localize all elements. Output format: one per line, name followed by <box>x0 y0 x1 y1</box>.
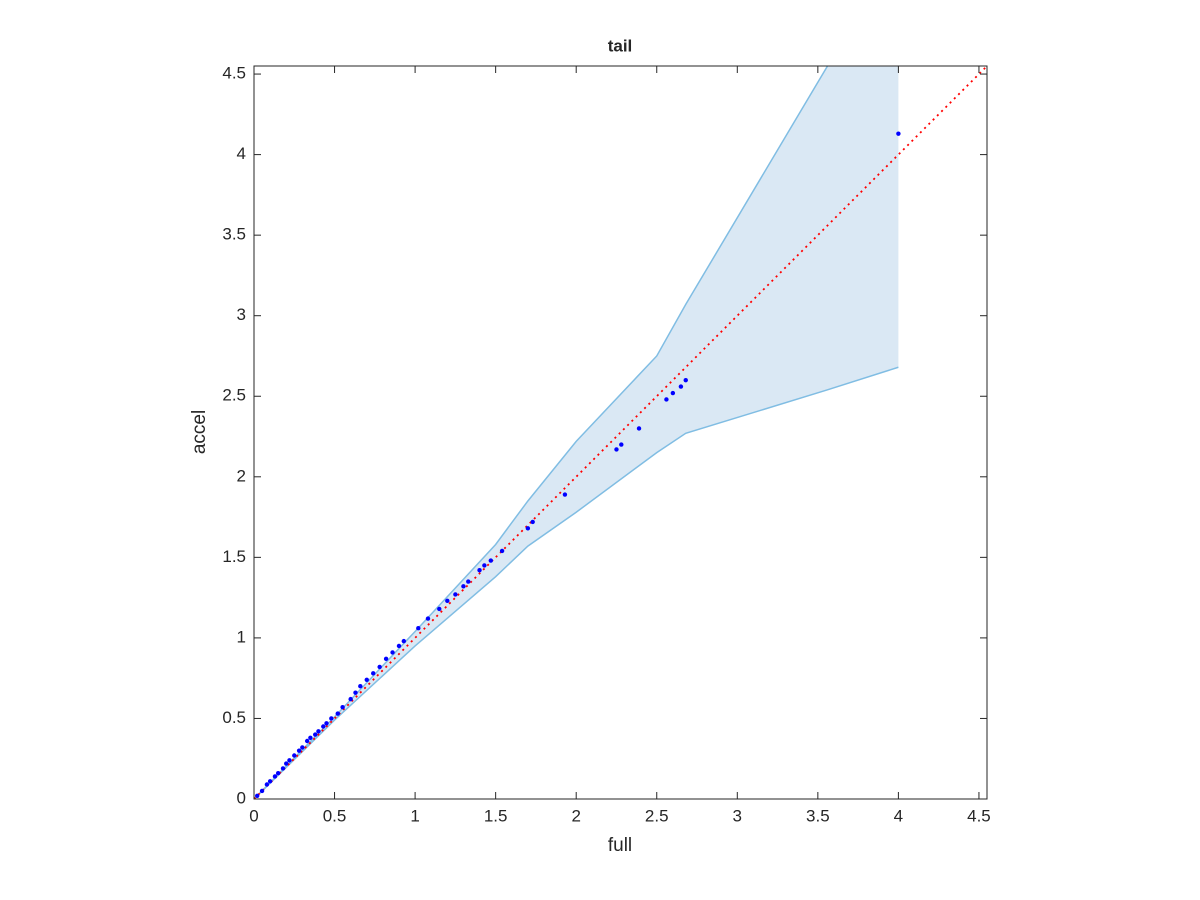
y-tick-label: 2.5 <box>222 386 246 405</box>
data-point <box>335 711 340 716</box>
data-point <box>445 598 450 604</box>
data-point <box>259 788 265 794</box>
plot-area <box>254 66 987 799</box>
data-point <box>425 616 431 621</box>
axes-box <box>253 65 988 800</box>
data-point <box>287 758 292 763</box>
data-point <box>300 745 305 750</box>
data-point <box>255 793 260 798</box>
data-point <box>284 761 289 766</box>
data-point <box>896 131 901 136</box>
data-point <box>416 626 421 631</box>
data-point <box>292 753 297 758</box>
data-point <box>358 684 363 689</box>
data-point <box>619 442 624 447</box>
data-point <box>304 738 310 744</box>
y-tick-label: 4.5 <box>222 64 246 83</box>
data-point <box>525 526 531 531</box>
x-tick-label: 0 <box>249 806 258 825</box>
band-lower <box>254 366 899 799</box>
y-tick-label: 2 <box>237 466 246 485</box>
data-point <box>453 592 458 597</box>
x-tick-label: 0.5 <box>323 806 347 825</box>
data-point <box>488 558 494 563</box>
x-tick-label: 1 <box>410 806 419 825</box>
data-point <box>308 735 313 740</box>
data-point <box>390 650 395 655</box>
data-point <box>329 716 334 721</box>
x-tick-label: 1.5 <box>484 806 508 825</box>
data-point <box>313 732 318 737</box>
data-point <box>364 677 369 682</box>
x-axis-label: full <box>608 835 632 856</box>
x-tick-label: 4.5 <box>967 806 991 825</box>
data-point <box>396 643 402 649</box>
data-point <box>499 548 505 554</box>
y-tick-label: 0 <box>237 788 246 807</box>
x-tick-label: 2 <box>571 806 580 825</box>
data-point <box>348 696 353 702</box>
data-point <box>401 638 407 644</box>
x-tick-label: 4 <box>894 806 903 825</box>
data-point <box>562 492 568 497</box>
confidence-band <box>254 66 899 799</box>
y-tick-label: 4 <box>237 144 246 163</box>
data-point <box>614 447 619 452</box>
x-tick-label: 2.5 <box>645 806 669 825</box>
y-tick-label: 1 <box>237 627 246 646</box>
data-point <box>275 771 281 776</box>
data-point <box>461 584 466 589</box>
data-point <box>377 664 382 670</box>
data-point <box>316 729 321 734</box>
data-point <box>383 656 389 662</box>
x-tick-label: 3 <box>733 806 742 825</box>
chart-title: tail <box>608 36 633 55</box>
data-point <box>683 377 688 383</box>
y-tick-label: 3.5 <box>222 225 246 244</box>
data-point <box>353 690 358 695</box>
data-point <box>477 568 482 573</box>
data-point <box>296 748 302 753</box>
data-point <box>267 779 273 784</box>
data-point <box>340 704 345 710</box>
data-point <box>530 519 535 525</box>
data-point <box>678 384 684 389</box>
data-point <box>466 579 471 584</box>
data-point <box>664 397 669 402</box>
data-point <box>324 721 329 726</box>
data-point <box>371 671 376 676</box>
y-tick-label: 0.5 <box>222 708 246 727</box>
y-axis-label: accel <box>189 410 210 454</box>
y-tick-label: 3 <box>237 305 246 324</box>
data-point <box>321 724 326 729</box>
data-point <box>437 606 442 612</box>
data-point <box>264 782 270 787</box>
x-tick-label: 3.5 <box>806 806 830 825</box>
data-point <box>636 426 642 431</box>
data-point <box>280 766 286 771</box>
y-tick-label: 1.5 <box>222 547 246 566</box>
data-point <box>272 774 278 779</box>
data-point <box>670 390 676 396</box>
data-point <box>482 563 487 568</box>
